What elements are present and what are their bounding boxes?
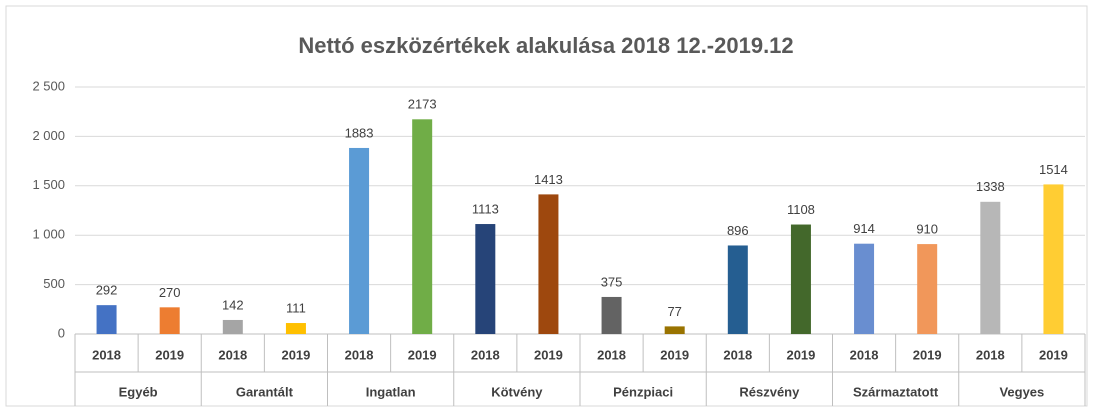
data-label: 914: [853, 221, 875, 236]
group-label: Garantált: [236, 384, 294, 399]
bar: [727, 245, 748, 334]
x-tick-label: 2018: [345, 347, 374, 362]
bar: [538, 194, 559, 334]
group-label: Pénzpiaci: [613, 384, 673, 399]
group-label: Részvény: [739, 384, 800, 399]
x-tick-label: 2018: [976, 347, 1005, 362]
chart-title: Nettó eszközértékek alakulása 2018 12.-2…: [298, 33, 793, 58]
x-tick-label: 2018: [218, 347, 247, 362]
data-label: 77: [667, 304, 681, 319]
data-label: 896: [727, 223, 749, 238]
bar: [159, 307, 180, 334]
y-tick-label: 2 000: [32, 128, 65, 143]
x-tick-label: 2018: [92, 347, 121, 362]
x-tick-label: 2018: [471, 347, 500, 362]
data-label: 1413: [534, 172, 563, 187]
x-tick-label: 2018: [597, 347, 626, 362]
x-tick-label: 2019: [408, 347, 437, 362]
bar: [917, 244, 938, 334]
y-tick-label: 0: [58, 325, 65, 340]
bar: [285, 323, 306, 334]
data-label: 2173: [408, 97, 437, 112]
y-tick-label: 1 500: [32, 177, 65, 192]
bar: [475, 224, 496, 334]
y-tick-label: 1 000: [32, 227, 65, 242]
data-label: 1338: [976, 179, 1005, 194]
bar: [222, 319, 243, 334]
x-tick-label: 2018: [723, 347, 752, 362]
bar: [349, 147, 370, 334]
bar: [412, 119, 433, 334]
bar: [1043, 184, 1064, 334]
data-label: 1514: [1039, 162, 1068, 177]
data-label: 1883: [345, 125, 374, 140]
data-label: 910: [916, 222, 938, 237]
group-label: Vegyes: [999, 384, 1044, 399]
data-label: 1113: [472, 201, 499, 216]
bar: [601, 296, 622, 334]
data-label: 142: [222, 297, 244, 312]
x-tick-label: 2018: [850, 347, 879, 362]
group-label: Ingatlan: [366, 384, 416, 399]
y-tick-label: 500: [43, 276, 65, 291]
data-label: 270: [159, 285, 181, 300]
group-label: Kötvény: [491, 384, 543, 399]
data-label: 1108: [787, 202, 815, 217]
bar: [96, 305, 117, 334]
data-label: 375: [601, 274, 623, 289]
x-tick-label: 2019: [660, 347, 689, 362]
x-tick-label: 2019: [913, 347, 942, 362]
bar: [980, 201, 1001, 334]
group-label: Származtatott: [853, 384, 939, 399]
data-label: 292: [96, 283, 118, 298]
bar: [790, 224, 811, 334]
y-tick-label: 2 500: [32, 78, 65, 93]
x-tick-label: 2019: [155, 347, 184, 362]
bar: [664, 326, 685, 334]
data-label: 111: [286, 300, 306, 315]
x-tick-label: 2019: [1039, 347, 1068, 362]
x-tick-label: 2019: [281, 347, 310, 362]
x-tick-label: 2019: [534, 347, 563, 362]
bar: [854, 243, 875, 334]
group-label: Egyéb: [119, 384, 158, 399]
x-tick-label: 2019: [786, 347, 815, 362]
